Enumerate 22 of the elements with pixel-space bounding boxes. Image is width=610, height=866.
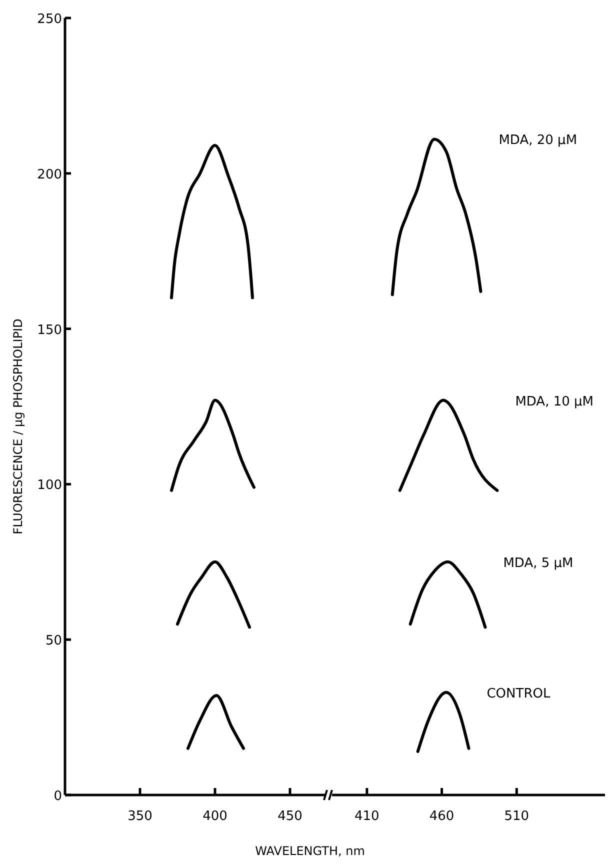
- text: CONTROL: [486, 686, 551, 702]
- y-tick-label: 250: [37, 12, 62, 27]
- x-tick-label: 400: [202, 809, 228, 824]
- y-tick-label: 200: [37, 167, 62, 182]
- x-tick-label: 450: [278, 809, 302, 824]
- y-tick-label: 50: [45, 634, 62, 649]
- text: MDA, 10 µM: [515, 394, 594, 410]
- line-series: [170, 144, 254, 300]
- x-tick-label: 460: [429, 809, 454, 824]
- x-tick-label: 410: [354, 809, 380, 824]
- line-series: [176, 560, 251, 629]
- y-axis-title: FLUORESCENCE / µg PHOSPHOLIPID: [11, 318, 25, 534]
- x-tick-label: 510: [504, 809, 530, 824]
- line-series: [170, 398, 256, 492]
- x-axis-title: WAVELENGTH, nm: [255, 844, 365, 858]
- y-tick-label: 150: [37, 322, 62, 338]
- y-tick-label: 0: [54, 789, 62, 804]
- text: MDA, 20 µM: [498, 133, 578, 148]
- text: MDA, 5 µM: [503, 556, 574, 571]
- line-series: [186, 694, 245, 750]
- y-tick-label: 100: [37, 478, 62, 494]
- x-tick-label: 350: [128, 809, 152, 824]
